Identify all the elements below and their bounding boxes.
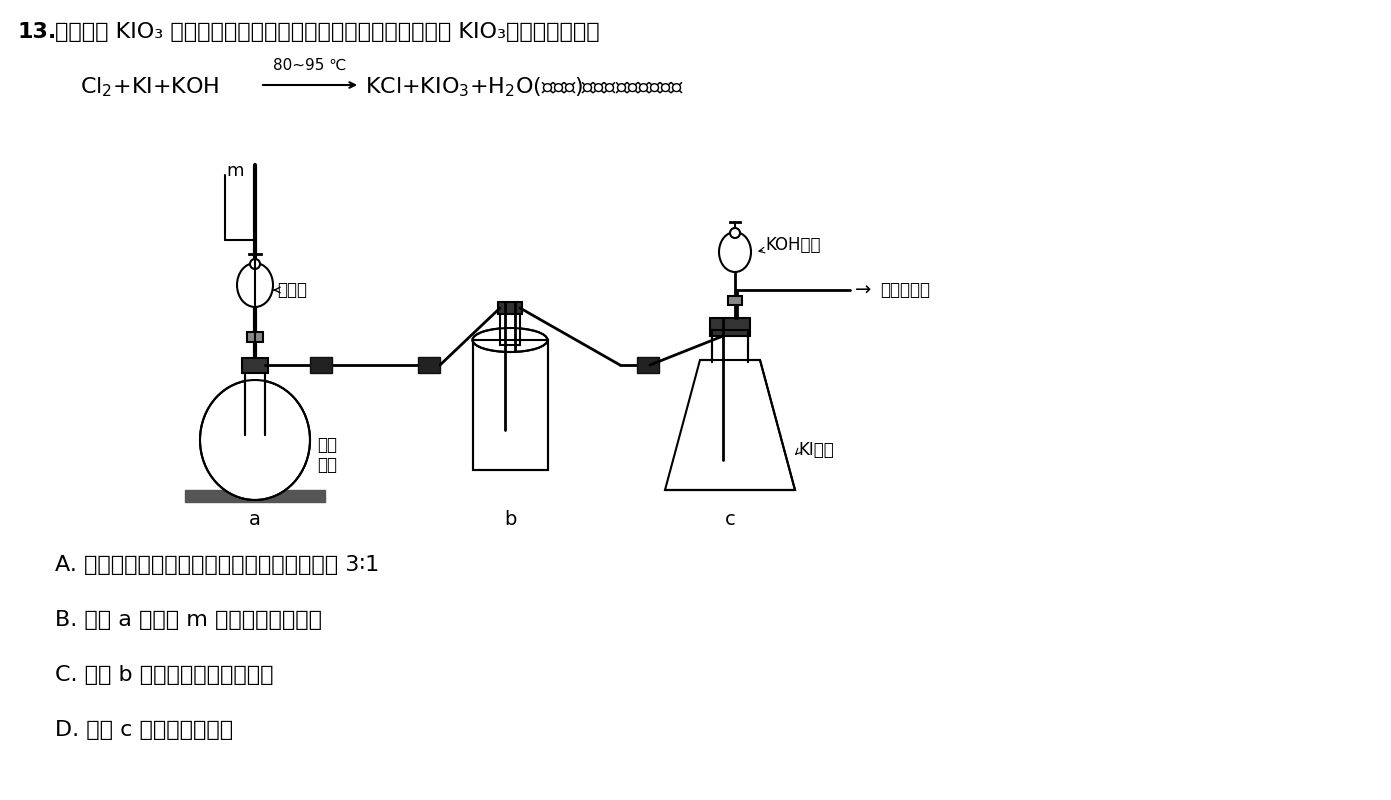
Bar — [242, 358, 268, 373]
Text: 高锰
酸钾: 高锰 酸钾 — [317, 435, 337, 474]
Polygon shape — [675, 420, 785, 480]
Ellipse shape — [250, 259, 260, 269]
Bar — [498, 302, 522, 314]
Text: c: c — [725, 510, 736, 529]
Text: 13.: 13. — [18, 22, 57, 42]
Ellipse shape — [210, 425, 300, 485]
Text: D. 装置 c 可采用水浴加热: D. 装置 c 可采用水浴加热 — [56, 720, 234, 740]
Ellipse shape — [473, 328, 548, 352]
Text: C. 装置 b 中盛放的试剂为浓硫酸: C. 装置 b 中盛放的试剂为浓硫酸 — [56, 665, 274, 685]
Polygon shape — [665, 360, 796, 490]
Bar — [419, 357, 440, 373]
Ellipse shape — [719, 232, 751, 272]
Text: KCl+KIO$_3$+H$_2$O(未配平)。下列说法错误的是: KCl+KIO$_3$+H$_2$O(未配平)。下列说法错误的是 — [364, 75, 684, 98]
Bar — [245, 370, 266, 435]
Bar — [473, 340, 548, 470]
Text: Cl$_2$+KI+KOH: Cl$_2$+KI+KOH — [81, 75, 220, 98]
Bar — [499, 310, 520, 345]
Text: 食盐中加 KIO₃ 可预防碘缺乏症，某研究小组利用如图装置制取 KIO₃，其反应原理为: 食盐中加 KIO₃ 可预防碘缺乏症，某研究小组利用如图装置制取 KIO₃，其反应… — [56, 22, 600, 42]
Text: KOH溶液: KOH溶液 — [765, 236, 821, 254]
Text: a: a — [249, 510, 262, 529]
Text: b: b — [504, 510, 516, 529]
Text: B. 装置 a 中导管 m 的作用为平衡气压: B. 装置 a 中导管 m 的作用为平衡气压 — [56, 610, 321, 630]
Bar — [712, 330, 748, 365]
Bar — [637, 357, 659, 373]
Text: m: m — [227, 162, 243, 180]
Ellipse shape — [248, 385, 263, 395]
Ellipse shape — [236, 263, 273, 307]
Text: →: → — [855, 281, 871, 299]
Text: 80~95 ℃: 80~95 ℃ — [273, 58, 346, 73]
Bar — [727, 296, 741, 305]
Bar — [248, 332, 263, 342]
Text: 浓盐酸: 浓盐酸 — [277, 281, 307, 299]
Bar — [709, 318, 750, 336]
Bar — [474, 390, 547, 465]
Text: 接尾气装置: 接尾气装置 — [881, 281, 931, 299]
Bar — [310, 357, 332, 373]
Bar — [473, 340, 548, 470]
Ellipse shape — [200, 380, 310, 500]
Text: A. 该反应中氧化剂与还原剂的物质的量之比为 3∶1: A. 该反应中氧化剂与还原剂的物质的量之比为 3∶1 — [56, 555, 380, 575]
Ellipse shape — [730, 228, 740, 238]
Text: KI溶液: KI溶液 — [798, 441, 833, 459]
Bar — [185, 490, 325, 502]
